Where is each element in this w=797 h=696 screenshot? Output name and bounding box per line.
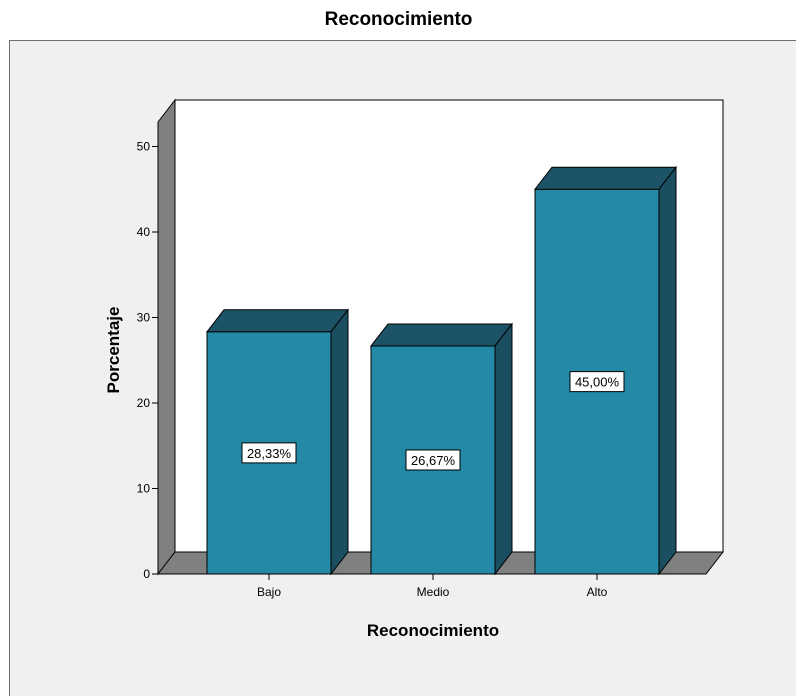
y-tick-label: 50 — [137, 140, 151, 154]
y-tick-label: 0 — [143, 567, 150, 581]
data-label-box — [241, 442, 297, 464]
bar-top — [533, 166, 678, 190]
bar-top — [205, 309, 350, 333]
chart-title: Reconocimiento — [324, 9, 473, 30]
x-tick-label: Bajo — [257, 585, 281, 599]
bar-series — [205, 165, 678, 576]
bar-top — [369, 323, 514, 347]
x-tick-label: Medio — [417, 585, 450, 599]
side-wall — [157, 98, 176, 576]
data-label-box — [405, 449, 461, 471]
x-axis-title: Reconocimiento — [367, 621, 499, 640]
bar-side — [494, 322, 513, 576]
data-label: 26,67% — [411, 453, 456, 468]
x-tick-label: Alto — [587, 585, 608, 599]
data-labels: 28,33% 26,67% 45,00% — [241, 371, 625, 471]
y-tick-label: 30 — [137, 311, 151, 325]
y-tick-label: 40 — [137, 225, 151, 239]
bar-side — [330, 308, 349, 576]
y-axis-title: Porcentaje — [104, 307, 123, 394]
x-axis: Bajo Medio Alto — [257, 574, 608, 599]
y-axis: 0 10 20 30 40 50 — [137, 140, 158, 581]
bar-side — [658, 165, 677, 576]
data-label-box — [569, 371, 625, 393]
y-tick-label: 10 — [137, 482, 151, 496]
data-label: 45,00% — [575, 375, 620, 390]
data-label: 28,33% — [247, 446, 292, 461]
y-tick-label: 20 — [137, 396, 151, 410]
